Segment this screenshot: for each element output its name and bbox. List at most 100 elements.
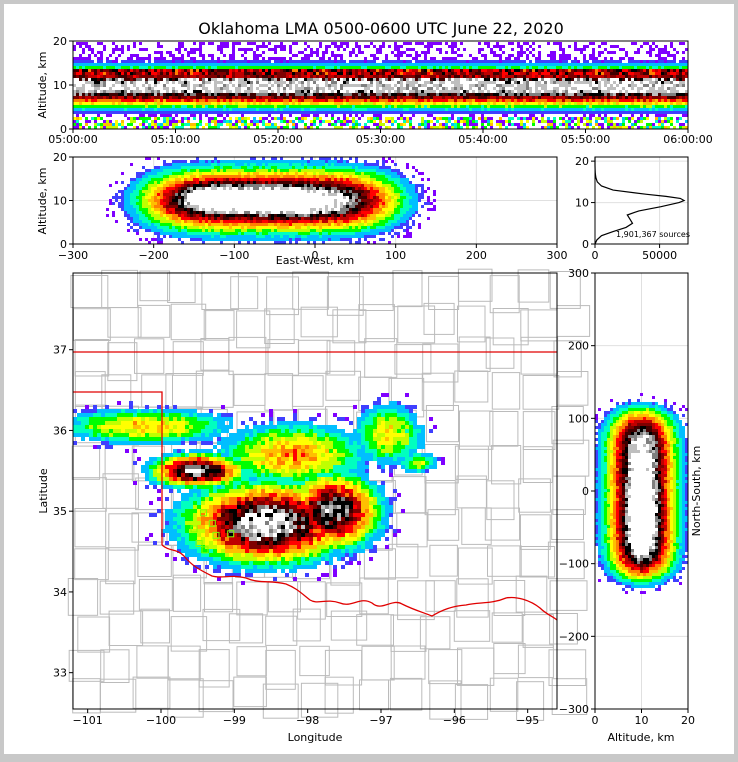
density-cell — [577, 99, 580, 102]
density-cell — [442, 99, 445, 102]
density-cell — [334, 108, 337, 111]
density-cell — [562, 96, 565, 99]
density-cell — [325, 114, 328, 117]
density-cell — [394, 102, 397, 105]
density-cell — [214, 87, 217, 90]
density-cell — [628, 81, 631, 84]
density-cell — [625, 72, 628, 75]
density-cell — [355, 114, 358, 117]
density-cell — [283, 99, 286, 102]
density-cell — [262, 87, 265, 90]
density-cell — [268, 87, 271, 90]
density-cell — [670, 117, 673, 120]
density-cell — [379, 81, 382, 84]
density-cell — [409, 63, 412, 66]
density-cell — [277, 72, 280, 75]
density-cell — [568, 45, 571, 48]
density-cell — [355, 81, 358, 84]
density-cell — [250, 63, 253, 66]
density-cell — [154, 78, 157, 81]
density-cell — [613, 66, 616, 69]
density-cell — [478, 60, 481, 63]
density-cell — [640, 111, 643, 114]
density-cell — [175, 93, 178, 96]
density-cell — [199, 93, 202, 96]
density-cell — [493, 66, 496, 69]
density-cell — [520, 78, 523, 81]
density-cell — [262, 102, 265, 105]
density-cell — [373, 105, 376, 108]
density-cell — [601, 102, 604, 105]
density-cell — [301, 72, 304, 75]
density-cell — [478, 108, 481, 111]
density-cell — [169, 66, 172, 69]
density-cell — [226, 108, 229, 111]
density-cell — [571, 120, 574, 123]
density-cell — [76, 69, 79, 72]
density-cell — [175, 99, 178, 102]
density-cell — [499, 72, 502, 75]
density-cell — [256, 84, 259, 87]
density-cell — [643, 87, 646, 90]
density-cell — [673, 108, 676, 111]
density-cell — [271, 84, 274, 87]
density-cell — [370, 75, 373, 78]
density-cell — [649, 87, 652, 90]
density-cell — [289, 114, 292, 117]
density-cell — [316, 87, 319, 90]
density-cell — [82, 99, 85, 102]
time-height-xtick-label: 05:10:00 — [151, 133, 200, 146]
density-cell — [361, 93, 364, 96]
density-cell — [109, 123, 112, 126]
density-cell — [616, 60, 619, 63]
density-cell — [478, 96, 481, 99]
density-cell — [475, 96, 478, 99]
density-cell — [160, 63, 163, 66]
density-cell — [391, 111, 394, 114]
density-cell — [193, 57, 196, 60]
density-cell — [160, 51, 163, 54]
density-cell — [277, 93, 280, 96]
density-cell — [337, 69, 340, 72]
density-cell — [523, 72, 526, 75]
density-cell — [517, 75, 520, 78]
density-cell — [238, 90, 241, 93]
density-cell — [364, 99, 367, 102]
density-cell — [526, 90, 529, 93]
density-cell — [109, 54, 112, 57]
density-cell — [652, 87, 655, 90]
density-cell — [220, 105, 223, 108]
density-cell — [583, 45, 586, 48]
density-cell — [562, 87, 565, 90]
density-cell — [649, 78, 652, 81]
density-cell — [166, 60, 169, 63]
density-cell — [406, 111, 409, 114]
density-cell — [82, 111, 85, 114]
density-cell — [430, 108, 433, 111]
density-cell — [652, 48, 655, 51]
density-cell — [442, 60, 445, 63]
density-cell — [442, 84, 445, 87]
density-cell — [199, 160, 202, 163]
density-cell — [193, 123, 196, 126]
density-cell — [397, 111, 400, 114]
density-cell — [661, 99, 664, 102]
density-cell — [97, 111, 100, 114]
density-cell — [253, 108, 256, 111]
density-cell — [478, 102, 481, 105]
density-cell — [214, 111, 217, 114]
density-cell — [178, 108, 181, 111]
density-cell — [601, 111, 604, 114]
density-cell — [604, 78, 607, 81]
density-cell — [460, 120, 463, 123]
density-cell — [433, 42, 436, 45]
density-cell — [358, 102, 361, 105]
density-cell — [190, 63, 193, 66]
density-cell — [250, 160, 253, 163]
density-cell — [643, 90, 646, 93]
density-cell — [289, 96, 292, 99]
density-cell — [391, 108, 394, 111]
density-cell — [520, 102, 523, 105]
density-cell — [295, 63, 298, 66]
density-cell — [118, 81, 121, 84]
